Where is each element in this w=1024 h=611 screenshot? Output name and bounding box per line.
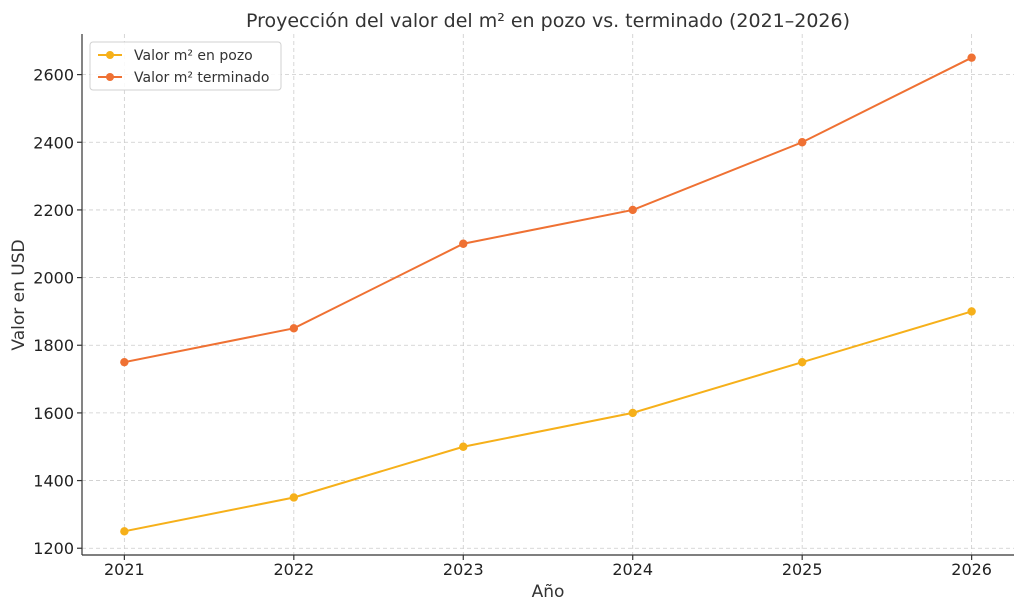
legend-swatch-marker — [106, 51, 114, 59]
data-point — [120, 357, 129, 367]
y-tick-label: 2000 — [33, 269, 74, 288]
legend-label: Valor m² terminado — [134, 70, 269, 86]
x-axis-label: Año — [532, 582, 565, 602]
axes: 2021 2022 2023 2024 2025 2026 1200 1400 1600 1800… — [33, 34, 1014, 579]
y-tick-label: 2400 — [33, 133, 74, 152]
legend-box — [89, 41, 282, 91]
data-point — [120, 527, 129, 536]
y-tick-label: 1400 — [33, 472, 74, 491]
data-point — [459, 442, 468, 451]
legend: Valor m² en pozo Valor m² terminado — [89, 41, 282, 91]
data-point — [289, 493, 299, 502]
y-tick-label: 1200 — [33, 539, 74, 558]
x-tick-label: 2023 — [443, 560, 484, 579]
y-tick-label: 1800 — [33, 336, 74, 355]
chart-title: Proyección del valor del m² en pozo vs. … — [246, 10, 850, 32]
data-point — [797, 357, 807, 367]
series-line-1 — [124, 310, 972, 533]
y-tick-label: 2600 — [33, 66, 74, 85]
legend-label: Valor m² en pozo — [134, 48, 253, 64]
x-tick-label: 2025 — [782, 560, 823, 579]
y-axis-label: Valor en USD — [9, 239, 29, 350]
x-tick-label: 2021 — [104, 560, 145, 579]
series-lines — [120, 53, 976, 536]
data-point — [797, 138, 807, 147]
data-point — [967, 307, 976, 316]
x-tick-label: 2026 — [951, 560, 992, 579]
series-line-2 — [124, 56, 973, 364]
legend-swatch-marker — [106, 73, 114, 81]
y-tick-label: 2200 — [33, 201, 74, 220]
x-tick-label: 2022 — [273, 560, 314, 579]
data-point — [967, 53, 976, 62]
x-tick-label: 2024 — [612, 560, 653, 579]
y-tick-label: 1600 — [33, 404, 74, 423]
data-point — [289, 324, 299, 333]
data-point — [628, 408, 637, 418]
grid-lines — [82, 34, 1014, 555]
data-point — [628, 205, 637, 215]
data-point — [459, 239, 468, 248]
